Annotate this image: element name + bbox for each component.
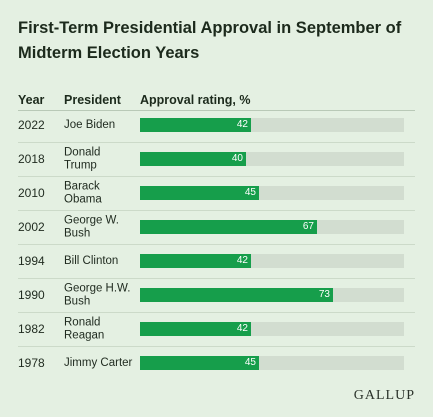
approval-bar: 45	[140, 186, 259, 200]
year-label: 2018	[18, 152, 45, 166]
column-header-approval-rating: Approval rating, %	[140, 93, 251, 107]
bar-value-label: 73	[318, 289, 330, 300]
president-label: George W. Bush	[64, 214, 119, 240]
row-divider	[18, 312, 415, 313]
year-label: 1982	[18, 322, 45, 336]
approval-bar: 67	[140, 220, 317, 234]
bar-value-label: 42	[236, 323, 248, 334]
table-row: 1978 Jimmy Carter 45	[0, 346, 433, 380]
column-header-president: President	[64, 93, 121, 107]
bar-value-label: 45	[244, 357, 256, 368]
bar-value-label: 67	[302, 221, 314, 232]
president-label: Bill Clinton	[64, 254, 119, 267]
year-label: 2002	[18, 220, 45, 234]
president-label: George H.W. Bush	[64, 282, 131, 308]
bar-track: 67	[140, 220, 404, 234]
approval-bar: 40	[140, 152, 246, 166]
approval-bar: 42	[140, 254, 251, 268]
row-divider	[18, 142, 415, 143]
approval-bar: 42	[140, 118, 251, 132]
bar-value-label: 42	[236, 255, 248, 266]
row-divider	[18, 176, 415, 177]
row-divider	[18, 278, 415, 279]
bar-track: 73	[140, 288, 404, 302]
chart-title: First-Term Presidential Approval in Sept…	[18, 19, 402, 62]
approval-bar: 73	[140, 288, 333, 302]
president-label: Jimmy Carter	[64, 356, 133, 369]
bar-track: 42	[140, 118, 404, 132]
table-row: 1990 George H.W. Bush 73	[0, 278, 433, 312]
table-row: 2018 Donald Trump 40	[0, 142, 433, 176]
bar-value-label: 42	[236, 119, 248, 130]
president-label: Barack Obama	[64, 180, 102, 206]
bar-track: 40	[140, 152, 404, 166]
table-row: 2002 George W. Bush 67	[0, 210, 433, 244]
year-label: 1990	[18, 288, 45, 302]
table-row: 1982 Ronald Reagan 42	[0, 312, 433, 346]
table-row: 1994 Bill Clinton 42	[0, 244, 433, 278]
approval-bar: 42	[140, 322, 251, 336]
year-label: 1994	[18, 254, 45, 268]
bar-track: 42	[140, 254, 404, 268]
president-label: Joe Biden	[64, 118, 116, 131]
column-header-year: Year	[18, 93, 45, 107]
bar-value-label: 40	[231, 153, 243, 164]
gallup-logo: GALLUP	[353, 388, 415, 403]
bar-value-label: 45	[244, 187, 256, 198]
row-divider	[18, 210, 415, 211]
bar-track: 45	[140, 356, 404, 370]
table-row: 2022 Joe Biden 42	[0, 108, 433, 142]
row-divider	[18, 346, 415, 347]
row-divider	[18, 244, 415, 245]
header-divider	[18, 110, 415, 111]
president-label: Donald Trump	[64, 146, 101, 172]
bar-track: 42	[140, 322, 404, 336]
year-label: 2022	[18, 118, 45, 132]
table-row: 2010 Barack Obama 45	[0, 176, 433, 210]
president-label: Ronald Reagan	[64, 316, 105, 342]
approval-bar: 45	[140, 356, 259, 370]
year-label: 2010	[18, 186, 45, 200]
year-label: 1978	[18, 356, 45, 370]
bar-track: 45	[140, 186, 404, 200]
